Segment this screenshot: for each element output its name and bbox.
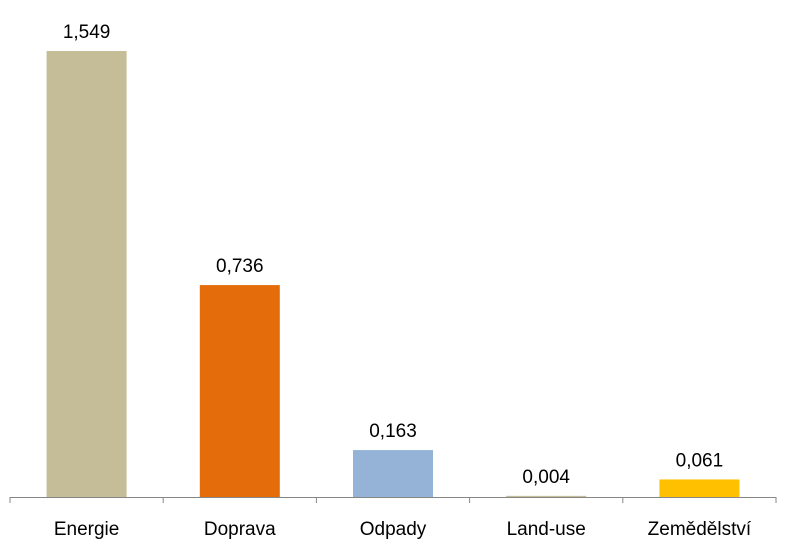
- bar-0: [46, 51, 127, 497]
- value-label: 0,736: [216, 256, 264, 277]
- category-label: Doprava: [204, 519, 276, 540]
- category-label: Zemědělství: [648, 519, 752, 540]
- bar-1: [199, 285, 280, 497]
- category-label: Energie: [54, 519, 120, 540]
- value-labels: 1,549 0,736 0,163 0,004 0,061: [63, 22, 723, 488]
- bars-layer: [46, 51, 740, 497]
- category-labels: Energie Doprava Odpady Land-use Zemědělství: [54, 519, 752, 540]
- value-label: 0,004: [522, 467, 570, 488]
- x-axis: [9, 497, 777, 503]
- value-label: 1,549: [63, 22, 111, 43]
- bar-3: [506, 495, 587, 497]
- value-label: 0,061: [676, 450, 724, 471]
- category-label: Odpady: [360, 519, 427, 540]
- bar-4: [659, 479, 740, 497]
- category-label: Land-use: [507, 519, 586, 540]
- bar-2: [353, 450, 433, 497]
- value-label: 0,163: [369, 421, 417, 442]
